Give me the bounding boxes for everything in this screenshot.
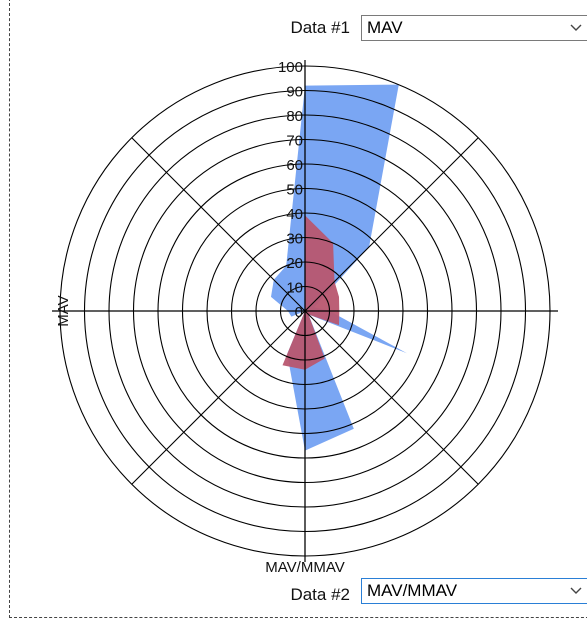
grid-spoke [131, 310, 306, 485]
tick-label: 40 [286, 206, 303, 223]
data2-label: Data #2 [290, 585, 350, 604]
tick-label: 70 [286, 133, 303, 150]
tick-label: 30 [286, 231, 303, 248]
data2-select-value: MAV/MMAV [367, 581, 458, 600]
chevron-down-icon [568, 579, 584, 603]
data1-select-value: MAV [367, 18, 403, 37]
grid-spoke [304, 137, 479, 312]
tick-label: 10 [286, 280, 303, 297]
data2-select[interactable]: MAV/MMAV [361, 578, 587, 604]
data1-select[interactable]: MAV [361, 15, 587, 41]
tick-label: 100 [278, 59, 303, 76]
grid-spoke [131, 137, 306, 312]
axis-label-bottom: MAV/MMAV [265, 559, 344, 576]
series-area-2 [282, 215, 340, 370]
data1-label: Data #1 [290, 18, 350, 37]
tick-label: 80 [286, 108, 303, 125]
tick-label: 50 [286, 182, 303, 199]
axis-label-left: MAV [55, 295, 72, 326]
tick-label: 60 [286, 157, 303, 174]
chevron-down-icon [568, 16, 584, 40]
tick-label: 90 [286, 84, 303, 101]
tick-label: 20 [286, 255, 303, 272]
tick-label: 0 [295, 304, 303, 321]
grid-spoke [304, 310, 479, 485]
